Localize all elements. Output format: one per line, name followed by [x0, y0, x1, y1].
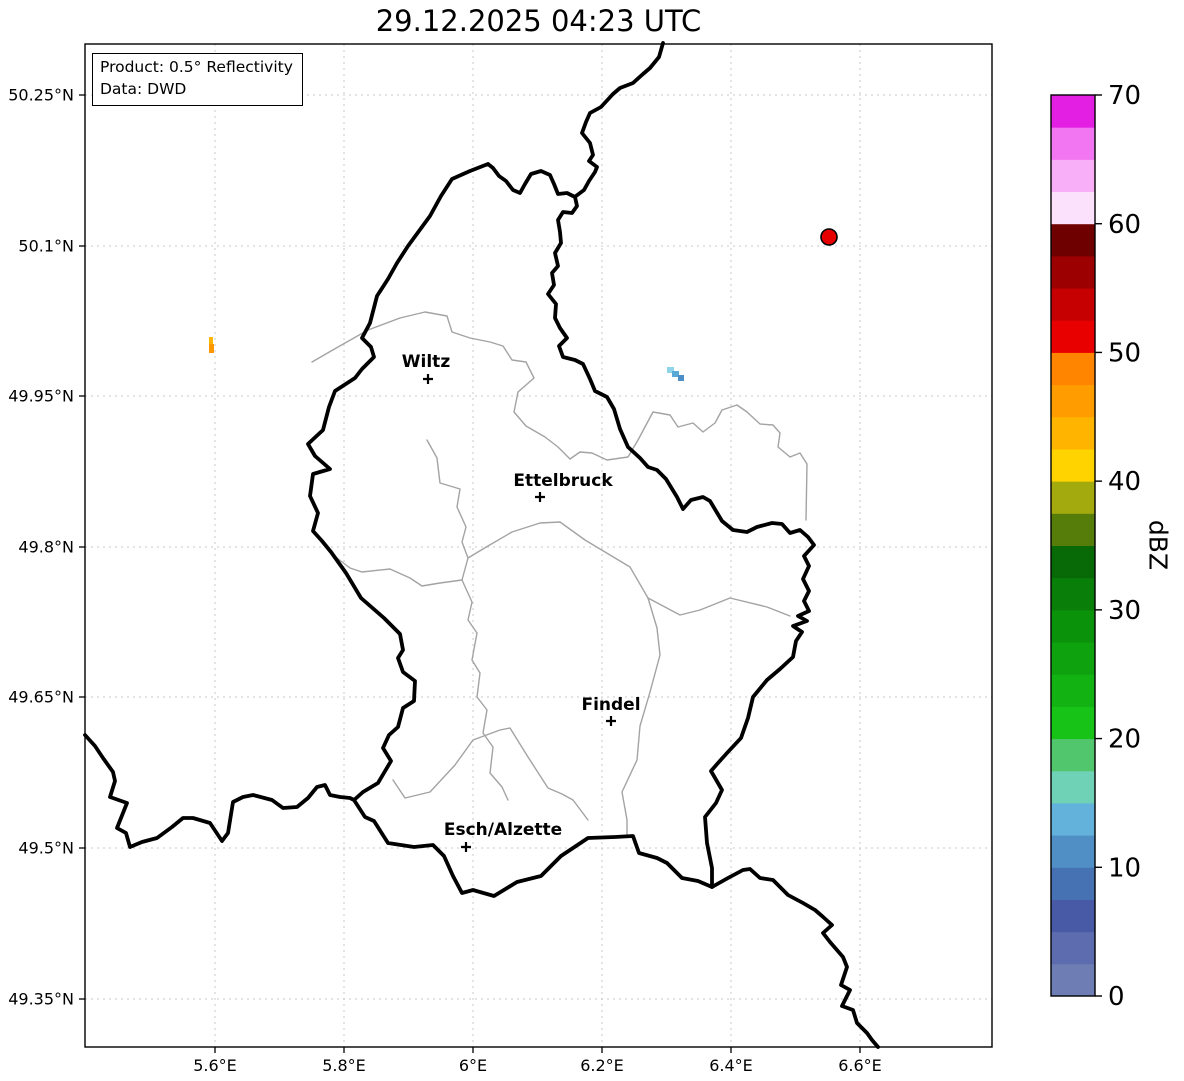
colorbar-segment: [1051, 899, 1095, 933]
colorbar-segment: [1051, 835, 1095, 868]
product-info-box: Product: 0.5° Reflectivity Data: DWD: [92, 53, 303, 106]
colorbar-segment: [1051, 963, 1095, 997]
colorbar-segment: [1051, 384, 1095, 418]
colorbar-segment: [1051, 191, 1095, 225]
colorbar-segment: [1051, 127, 1095, 160]
city-label: Esch/Alzette: [444, 820, 562, 840]
colorbar-tick-label: 40: [1108, 467, 1141, 497]
colorbar-tick-label: 0: [1108, 982, 1125, 1012]
city-label: Wiltz: [402, 352, 451, 372]
colorbar: 0 10 20 30 40 50 60 70: [1050, 81, 1141, 1012]
colorbar-segment: [1051, 545, 1095, 579]
colorbar-segment: [1051, 159, 1095, 193]
colorbar-tick-label: 20: [1108, 725, 1141, 755]
x-tick-label: 6.4°E: [709, 1056, 753, 1075]
map-frame-layer: [84, 43, 993, 1048]
colorbar-segment: [1051, 867, 1095, 900]
y-tick-label: 49.8°N: [18, 538, 74, 557]
y-tick-label: 49.5°N: [18, 839, 74, 858]
y-tick-label: 50.25°N: [8, 86, 74, 105]
radar-echo-layer: [209, 228, 838, 381]
radar-echo-cell: [209, 337, 213, 344]
colorbar-segment: [1051, 931, 1095, 965]
country-borders-layer: [83, 41, 880, 1049]
colorbar-segment: [1051, 416, 1095, 450]
colorbar-segment: [1051, 223, 1095, 257]
colorbar-segment: [1051, 513, 1095, 546]
data-source-line: Data: DWD: [100, 80, 187, 99]
x-tick-label: 5.8°E: [322, 1056, 366, 1075]
x-tick-label: 6.6°E: [838, 1056, 882, 1075]
colorbar-segment: [1051, 674, 1095, 707]
colorbar-segment: [1051, 481, 1095, 514]
x-tick-label: 5.6°E: [193, 1056, 237, 1075]
city-label: Ettelbruck: [513, 471, 613, 491]
y-tick-label: 49.95°N: [8, 387, 74, 406]
district-border-path: [569, 404, 808, 521]
colorbar-segment: [1051, 448, 1095, 482]
city-marker: [606, 716, 616, 726]
district-border-path: [513, 361, 571, 460]
x-tick-label: 6°E: [459, 1056, 487, 1075]
colorbar-segment: [1051, 706, 1095, 740]
y-tick-label: 49.65°N: [8, 688, 74, 707]
grid-layer: [85, 44, 992, 1047]
colorbar-segment: [1051, 288, 1095, 321]
country-border-path: [574, 41, 665, 198]
colorbar-tick-label: 50: [1108, 339, 1141, 369]
colorbar-segment: [1051, 609, 1095, 643]
colorbar-segment: [1051, 802, 1095, 836]
colorbar-segment: [1051, 577, 1095, 611]
city-labels-layer: Wiltz Ettelbruck Findel Esch/Alzette: [402, 352, 641, 852]
district-borders-layer: [311, 311, 808, 835]
colorbar-tick-label: 30: [1108, 596, 1141, 626]
y-tick-label: 50.1°N: [18, 237, 74, 256]
colorbar-segment: [1051, 95, 1095, 128]
colorbar-segment: [1051, 770, 1095, 804]
city-marker: [423, 374, 433, 384]
product-info-line: Product: 0.5° Reflectivity: [100, 58, 293, 76]
y-tick-label: 49.35°N: [8, 990, 74, 1009]
radar-echo-cell: [672, 371, 679, 377]
colorbar-segment: [1051, 738, 1095, 772]
radar-point-marker: [820, 228, 838, 246]
district-border-path: [332, 554, 463, 587]
country-border-path: [710, 867, 880, 1049]
city-marker: [535, 492, 545, 502]
colorbar-segment: [1051, 642, 1095, 675]
country-border-path: [83, 733, 356, 849]
city-label: Findel: [581, 695, 640, 715]
axis-labels-layer: 5.6°E 5.8°E 6°E 6.2°E 6.4°E 6.6°E 50.25°N 50.1°…: [8, 86, 882, 1075]
district-border-path: [426, 439, 509, 801]
timestamp-title: 29.12.2025 04:23 UTC: [375, 4, 702, 38]
country-border-path: [306, 162, 816, 898]
colorbar-unit-label: dBZ: [1143, 520, 1172, 570]
radar-echo-cell: [678, 375, 684, 381]
district-border-path: [392, 727, 589, 821]
colorbar-segment: [1051, 352, 1095, 386]
colorbar-segment: [1051, 320, 1095, 353]
district-border-path: [467, 521, 791, 617]
colorbar-segment: [1051, 255, 1095, 289]
colorbar-tick-label: 60: [1108, 210, 1141, 240]
map-frame: [84, 43, 993, 1048]
city-marker: [461, 842, 471, 852]
colorbar-outline: [1050, 94, 1096, 997]
colorbar-tick-label: 10: [1108, 853, 1141, 883]
radar-echo-cell: [209, 344, 214, 353]
x-tick-label: 6.2°E: [580, 1056, 624, 1075]
radar-echo-cell: [667, 367, 674, 373]
district-border-path: [621, 597, 661, 835]
colorbar-tick-label: 70: [1108, 81, 1141, 111]
